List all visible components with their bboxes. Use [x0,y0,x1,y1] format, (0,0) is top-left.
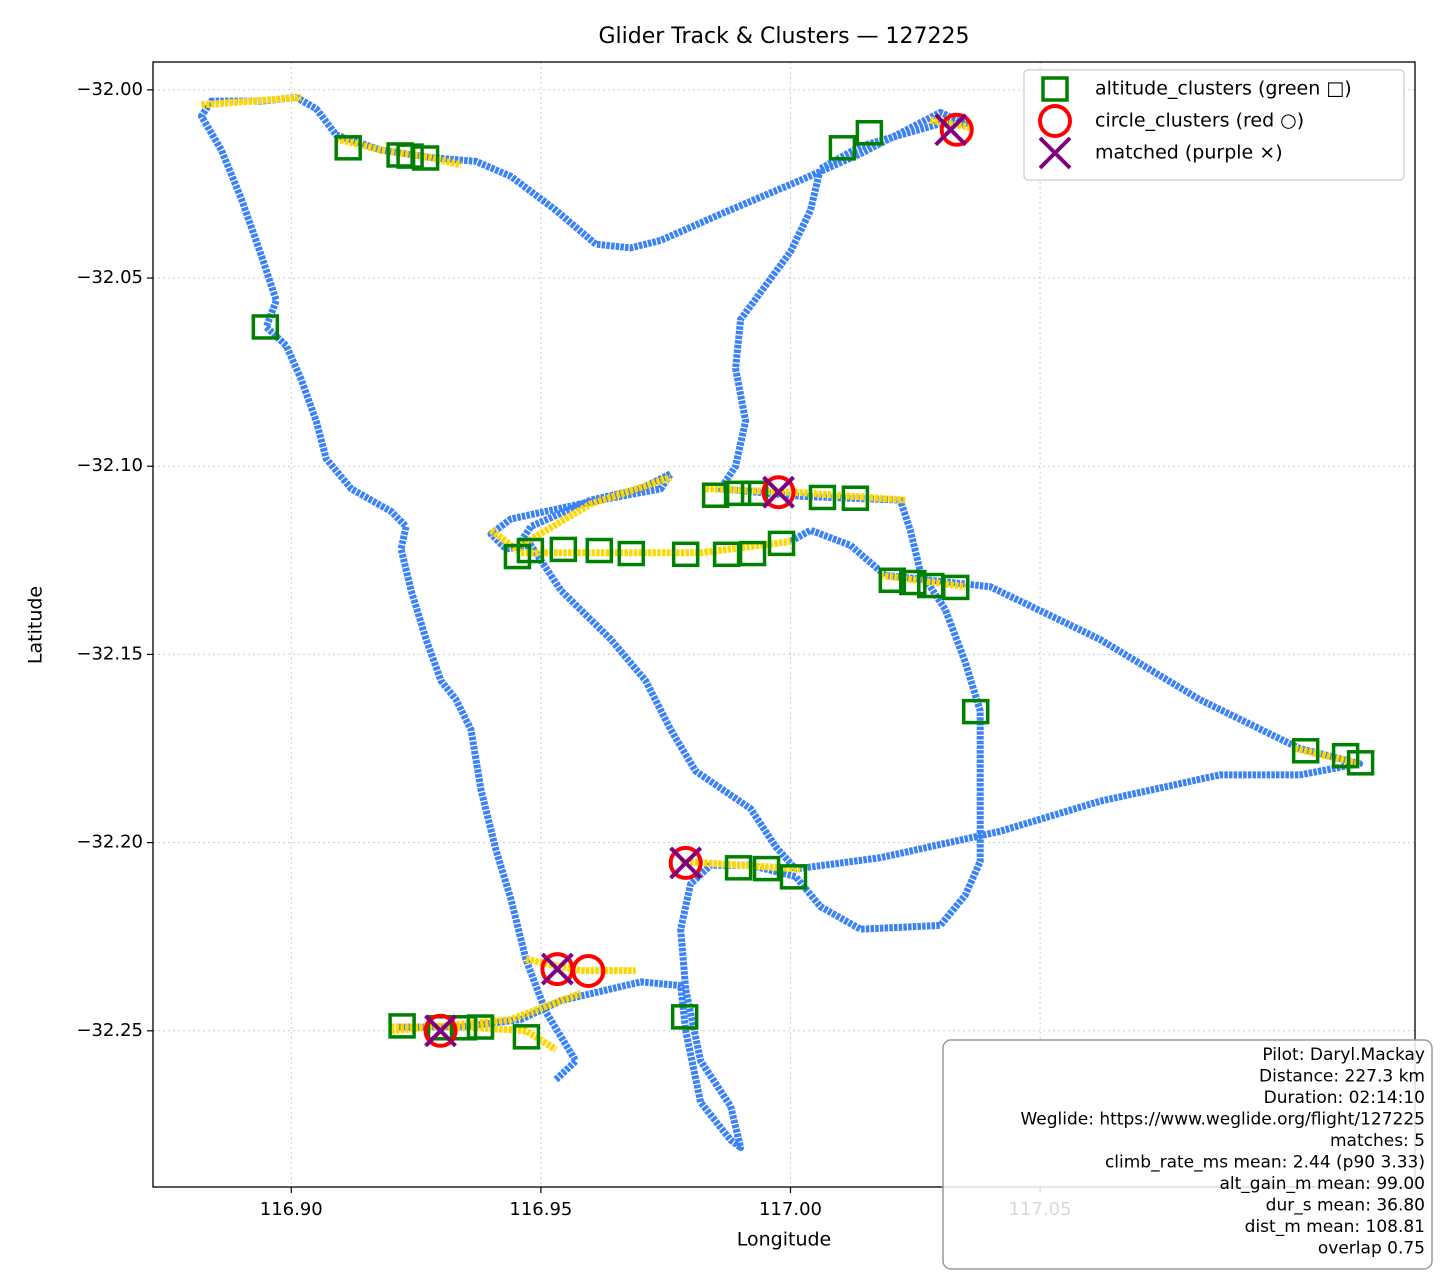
circle-marker [761,475,796,510]
x-stroke [762,475,795,509]
legend: altitude_clusters (green □) circle_cluste… [1023,69,1405,181]
square-marker [549,536,578,563]
square-marker [841,485,870,511]
info-text: dur_s mean: 36.80 [1266,1196,1425,1216]
square-marker [466,1014,495,1040]
x-tick-label: 117.00 [759,1199,822,1220]
circle-marker [668,845,703,880]
info-text: overlap 0.75 [1318,1239,1425,1259]
square-marker [828,135,857,161]
square-marker [1291,738,1320,764]
legend-marker [1038,104,1072,138]
square-marker [752,855,781,882]
square-marker [516,537,545,564]
x-stroke [540,952,574,986]
chart-title: Glider Track & Clusters — 127225 [598,24,969,49]
axes-frame [152,61,1416,1188]
info-box-frame [942,1039,1433,1270]
x-tick-label: 116.90 [260,1199,323,1220]
info-text: climb_rate_ms mean: 2.44 (p90 3.33) [1105,1153,1425,1173]
x-stroke [934,113,968,147]
square-marker [251,314,280,340]
circle-marker [571,953,606,988]
square-marker [1346,750,1375,776]
square-marker [388,1013,416,1039]
legend-label: circle_clusters (red ○) [1095,110,1304,132]
x-tick-label: 116.95 [509,1199,572,1220]
square-marker [878,567,907,594]
square-marker [899,569,927,596]
square-marker [396,143,424,169]
x-axis-label: Longitude [737,1229,832,1251]
square-marker [449,1015,478,1041]
x-marker [669,846,703,880]
x-stroke [1038,136,1072,170]
square-marker [941,574,970,601]
info-text: alt_gain_m mean: 99.00 [1220,1174,1426,1194]
circle-marker [939,112,974,147]
info-text: Pilot: Daryl.Mackay [1262,1045,1425,1065]
square-marker [512,1024,541,1050]
info-text: dist_m mean: 108.81 [1245,1217,1425,1237]
y-tick-label: −32.00 [76,79,143,100]
square-marker [701,482,730,508]
square-marker [671,541,700,568]
legend-marker [1041,76,1069,102]
info-text: Weglide: https://www.weglide.org/flight/… [1020,1110,1425,1130]
climb-line [201,93,1361,1053]
legend-label: matched (purple ×) [1095,142,1283,164]
square-marker [808,484,837,511]
x-marker [424,1014,457,1048]
square-marker [334,135,362,161]
square-marker [670,1004,699,1030]
square-marker [961,698,990,725]
x-marker [540,952,574,986]
square-marker [740,480,769,507]
y-tick-label: −32.15 [76,643,143,664]
y-axis-label: Latitude [25,586,47,664]
square-marker [585,537,614,564]
y-tick-label: −32.10 [76,455,143,476]
y-tick-label: −32.20 [76,832,143,853]
info-text: matches: 5 [1330,1131,1425,1151]
square-marker [779,864,808,890]
y-tick-label: −32.25 [76,1020,143,1041]
y-tick-label: −32.05 [76,267,143,288]
square-marker [617,540,645,567]
x-marker [934,113,968,147]
square-marker [738,540,767,567]
plot-area [197,93,1375,1151]
x-stroke [424,1014,457,1048]
legend-marker [1038,136,1072,170]
square-marker [767,530,796,557]
info-text: Duration: 02:14:10 [1264,1088,1425,1108]
square-marker [723,480,752,507]
square-marker [411,145,440,171]
square-marker [855,120,884,146]
square-marker [712,541,741,568]
square-marker [724,855,753,881]
x-marker [762,475,795,509]
legend-box [1023,69,1405,181]
x-stroke [669,846,703,880]
info-text: Distance: 227.3 km [1259,1067,1425,1087]
grid [153,62,1415,1187]
legend-label: altitude_clusters (green □) [1095,78,1352,100]
circle-marker [423,1013,458,1048]
square-marker [1331,742,1360,769]
